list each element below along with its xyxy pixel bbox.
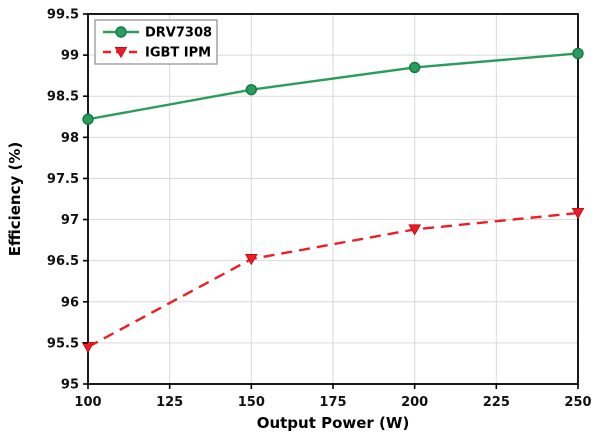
series-line-drv7308 [87, 52, 579, 121]
x-tick-label: 150 [238, 395, 265, 410]
data-marker-triangle-down-icon [81, 342, 95, 354]
y-axis-label: Efficiency (%) [6, 142, 24, 257]
legend-marker-triangle-down-icon [114, 47, 128, 59]
data-marker-triangle-down-icon [571, 207, 585, 220]
y-tick-label: 98.5 [47, 90, 79, 105]
y-tick-label: 95.5 [47, 336, 79, 351]
y-tick-label: 96.5 [47, 254, 79, 269]
y-tick-label: 97 [61, 213, 79, 228]
y-tick-label: 99 [61, 49, 79, 64]
legend-label: IGBT IPM [145, 46, 211, 61]
data-marker-circle-icon [572, 47, 584, 60]
data-marker-circle-icon [82, 113, 94, 125]
y-tick-label: 97.5 [47, 172, 79, 187]
x-tick-label: 250 [564, 395, 591, 410]
y-tick-label: 99.5 [47, 8, 79, 23]
data-marker-circle-icon [408, 61, 421, 74]
x-axis-label: Output Power (W) [257, 414, 410, 432]
y-tick-label: 96 [61, 295, 79, 310]
x-tick-label: 100 [74, 395, 101, 410]
x-tick-label: 225 [483, 395, 510, 410]
y-tick-label: 95 [61, 378, 79, 393]
x-tick-label: 200 [401, 395, 428, 410]
data-marker-circle-icon [245, 83, 258, 96]
y-tick-label: 98 [61, 131, 79, 146]
x-tick-label: 175 [319, 395, 346, 410]
data-marker-triangle-down-icon [408, 224, 422, 236]
legend-box [94, 19, 218, 65]
x-tick-label: 125 [156, 395, 183, 410]
series-line-igbt-ipm [87, 211, 579, 349]
legend-marker-circle-icon [115, 26, 127, 38]
legend-label: DRV7308 [145, 26, 212, 41]
data-marker-triangle-down-icon [244, 254, 258, 266]
